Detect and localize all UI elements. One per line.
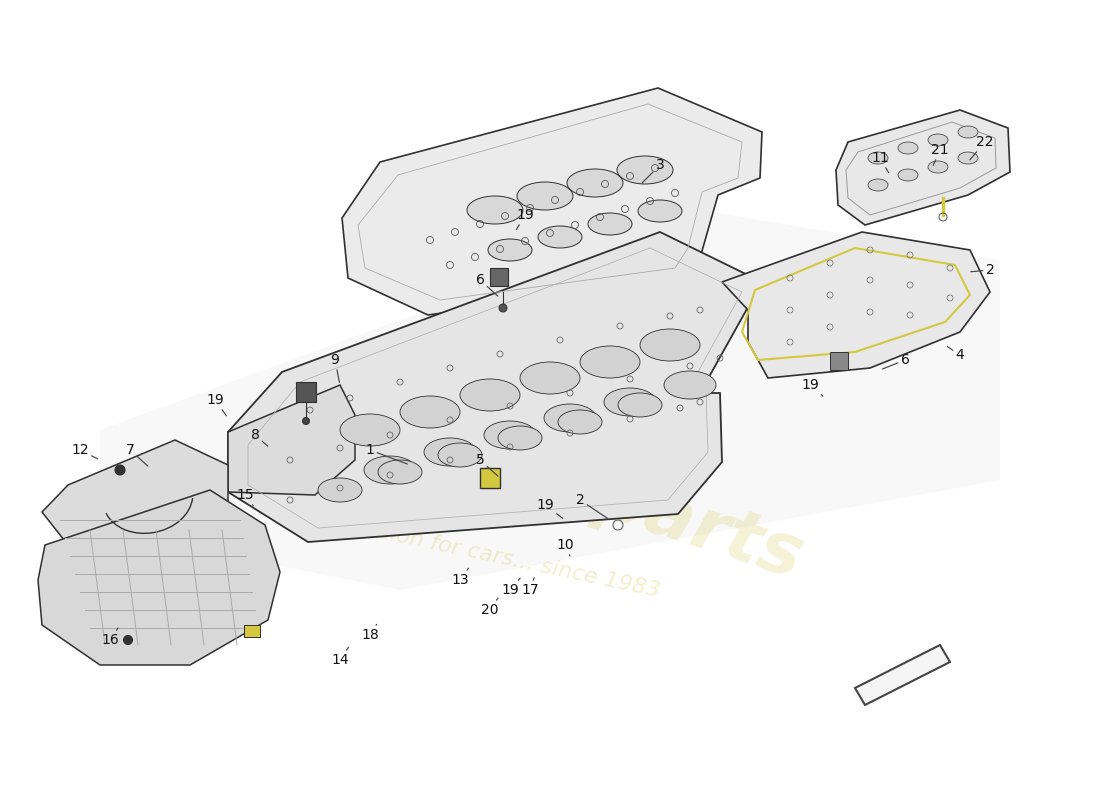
Ellipse shape — [928, 134, 948, 146]
Text: 12: 12 — [72, 443, 98, 458]
FancyBboxPatch shape — [244, 625, 260, 637]
Ellipse shape — [544, 404, 596, 432]
Text: 5: 5 — [475, 453, 498, 476]
FancyBboxPatch shape — [830, 352, 848, 370]
Ellipse shape — [868, 152, 888, 164]
FancyBboxPatch shape — [490, 268, 508, 286]
Text: 19: 19 — [502, 578, 520, 597]
Text: 19: 19 — [801, 378, 823, 396]
Text: 8: 8 — [251, 428, 268, 446]
Ellipse shape — [538, 226, 582, 248]
Circle shape — [499, 304, 507, 312]
Ellipse shape — [424, 438, 476, 466]
Text: 1: 1 — [365, 443, 407, 464]
Ellipse shape — [898, 169, 918, 181]
Ellipse shape — [468, 196, 522, 224]
Text: 17: 17 — [521, 578, 539, 597]
Polygon shape — [42, 440, 228, 555]
FancyBboxPatch shape — [480, 468, 501, 488]
Polygon shape — [342, 88, 762, 315]
Polygon shape — [39, 490, 280, 665]
Text: a passion for cars... since 1983: a passion for cars... since 1983 — [318, 509, 662, 601]
Text: 9: 9 — [331, 353, 340, 382]
Text: 21: 21 — [932, 143, 949, 166]
Ellipse shape — [517, 182, 573, 210]
Ellipse shape — [438, 443, 482, 467]
Ellipse shape — [460, 379, 520, 411]
Text: 2: 2 — [971, 263, 994, 277]
Ellipse shape — [488, 239, 532, 261]
Text: 4: 4 — [947, 346, 965, 362]
Text: 6: 6 — [475, 273, 498, 296]
Ellipse shape — [638, 200, 682, 222]
Ellipse shape — [520, 362, 580, 394]
Polygon shape — [722, 232, 990, 378]
Text: 2: 2 — [575, 493, 607, 518]
Ellipse shape — [604, 388, 656, 416]
Text: 19: 19 — [206, 393, 227, 416]
Ellipse shape — [640, 329, 700, 361]
Ellipse shape — [664, 371, 716, 399]
Ellipse shape — [340, 414, 400, 446]
Ellipse shape — [958, 152, 978, 164]
Ellipse shape — [484, 421, 536, 449]
Text: 19: 19 — [536, 498, 563, 518]
Ellipse shape — [580, 346, 640, 378]
Text: 6: 6 — [882, 353, 910, 369]
Polygon shape — [228, 385, 355, 495]
Text: 13: 13 — [451, 568, 469, 587]
Text: 3: 3 — [642, 158, 664, 183]
Polygon shape — [855, 645, 950, 705]
Text: 22: 22 — [970, 135, 993, 160]
Ellipse shape — [498, 426, 542, 450]
Polygon shape — [228, 232, 762, 542]
Text: 7: 7 — [125, 443, 147, 466]
Text: 19: 19 — [516, 208, 534, 230]
Text: 14: 14 — [331, 647, 349, 667]
Text: 20: 20 — [482, 598, 498, 617]
Ellipse shape — [617, 156, 673, 184]
Ellipse shape — [318, 478, 362, 502]
Text: 16: 16 — [101, 628, 119, 647]
Ellipse shape — [588, 213, 632, 235]
Text: 11: 11 — [871, 151, 889, 173]
FancyBboxPatch shape — [296, 382, 316, 402]
Ellipse shape — [898, 142, 918, 154]
Ellipse shape — [378, 460, 422, 484]
Ellipse shape — [928, 161, 948, 173]
Polygon shape — [836, 110, 1010, 225]
Circle shape — [116, 465, 125, 475]
Ellipse shape — [566, 169, 623, 197]
Polygon shape — [100, 210, 1000, 590]
Text: 15: 15 — [236, 488, 254, 506]
Text: 18: 18 — [361, 624, 378, 642]
Circle shape — [123, 635, 132, 645]
Ellipse shape — [400, 396, 460, 428]
Text: eurocarparts: eurocarparts — [289, 366, 811, 594]
Text: 10: 10 — [557, 538, 574, 556]
Ellipse shape — [364, 456, 416, 484]
Ellipse shape — [618, 393, 662, 417]
Ellipse shape — [558, 410, 602, 434]
Circle shape — [302, 418, 309, 425]
Ellipse shape — [958, 126, 978, 138]
Ellipse shape — [868, 179, 888, 191]
